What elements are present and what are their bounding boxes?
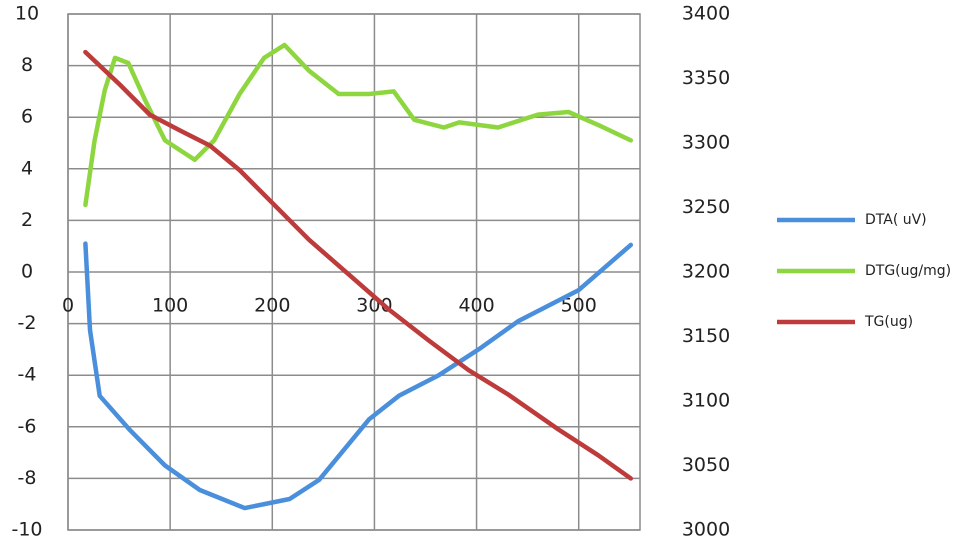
- legend: DTA( uV) DTG(ug/mg) TG(ug): [777, 212, 951, 330]
- y-tick-label: 10: [15, 3, 39, 25]
- y-tick-label: -6: [18, 415, 37, 437]
- y-tick-label: -8: [18, 467, 37, 489]
- y2-tick-label: 3050: [682, 454, 730, 476]
- y2-tick-label: 3300: [682, 132, 730, 154]
- x-tick-label: 400: [458, 295, 494, 317]
- legend-label: DTG(ug/mg): [865, 263, 951, 279]
- y2-tick-label: 3100: [682, 390, 730, 412]
- y2-tick-label: 3350: [682, 67, 730, 89]
- x-tick-label: 100: [152, 295, 188, 317]
- x-tick-label: 200: [254, 295, 290, 317]
- y-tick-label: 6: [21, 106, 33, 128]
- y2-tick-label: 3200: [682, 261, 730, 283]
- y-tick-label: -2: [18, 312, 37, 334]
- y-tick-label: 8: [21, 54, 33, 76]
- y-tick-label: -4: [18, 364, 37, 386]
- series-line: [83, 241, 634, 511]
- y-tick-label: 0: [21, 261, 33, 283]
- y-tick-label: -10: [11, 519, 42, 541]
- x-tick-label: 300: [356, 295, 392, 317]
- legend-label: TG(ug): [864, 314, 913, 330]
- y2-tick-label: 3150: [682, 325, 730, 347]
- y-tick-label: 4: [21, 157, 33, 179]
- series-line: [83, 42, 634, 208]
- legend-label: DTA( uV): [865, 212, 927, 228]
- y2-tick-label: 3250: [682, 196, 730, 218]
- x-tick-label: 500: [561, 295, 597, 317]
- y-tick-label: 2: [21, 209, 33, 231]
- series-line: [83, 49, 634, 481]
- y2-tick-label: 3400: [682, 3, 730, 25]
- x-tick-label: 0: [62, 295, 74, 317]
- y2-tick-label: 3000: [682, 519, 730, 541]
